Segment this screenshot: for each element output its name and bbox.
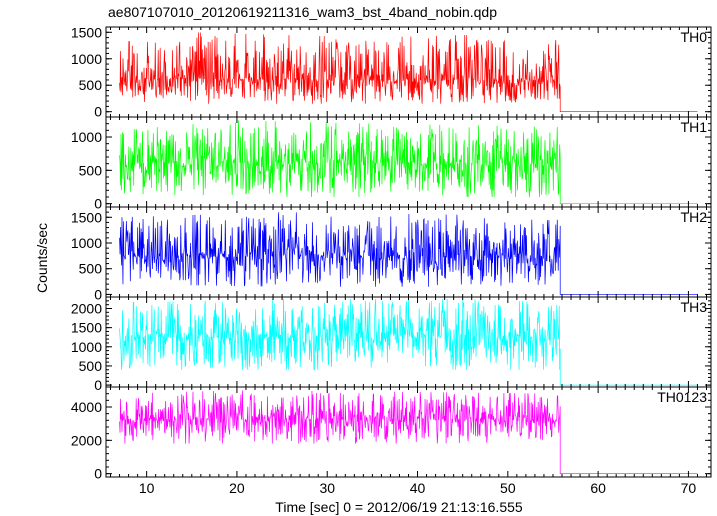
x-tick-label: 30	[319, 480, 335, 496]
panel-th0: 0 500 1000 1500 TH0	[71, 24, 712, 120]
x-tick-label: 50	[500, 480, 516, 496]
series-label-th0123: TH0123	[657, 389, 707, 405]
x-tick-label: 40	[410, 480, 426, 496]
chart-title: ae807107010_20120619211316_wam3_bst_4ban…	[108, 4, 497, 20]
y-tick-label: 500	[79, 77, 103, 93]
y-tick-label: 500	[79, 162, 103, 178]
series-line-th1	[119, 120, 698, 205]
y-axis-label: Counts/sec	[34, 223, 50, 293]
series-label-th1: TH1	[681, 119, 708, 135]
x-axis: 10 20 30 40 50 60 70	[139, 480, 697, 496]
y-tick-label: 0	[94, 466, 102, 482]
panel-th1: 0 500 1000 TH1	[71, 116, 712, 212]
x-tick-label: 20	[229, 480, 245, 496]
x-tick-label: 60	[590, 480, 606, 496]
x-tick-label: 70	[681, 480, 697, 496]
series-line-th2	[119, 212, 698, 295]
y-tick-label: 1500	[71, 24, 102, 40]
y-tick-label: 4000	[71, 399, 102, 415]
series-line-th3	[119, 298, 698, 386]
series-label-th2: TH2	[681, 209, 708, 225]
y-tick-label: 2000	[71, 300, 102, 316]
panel-th2: 0 500 1000 1500 TH2	[71, 206, 712, 302]
panel-th0123: 0 2000 4000 TH0123	[71, 386, 712, 482]
y-tick-label: 1000	[71, 339, 102, 355]
y-tick-label: 0	[94, 286, 102, 302]
y-tick-label: 1500	[71, 209, 102, 225]
y-tick-label: 0	[94, 377, 102, 393]
y-tick-label: 0	[94, 196, 102, 212]
x-tick-label: 10	[139, 480, 155, 496]
x-axis-label: Time [sec] 0 = 2012/06/19 21:13:16.555	[275, 499, 523, 515]
y-tick-label: 1000	[71, 129, 102, 145]
y-tick-label: 0	[94, 104, 102, 120]
series-label-th0: TH0	[681, 29, 708, 45]
panels-group: 0 500 1000 1500 TH0 0 500 1000 TH1 0 500 1000 1500 TH…	[71, 24, 712, 482]
y-tick-label: 1000	[71, 235, 102, 251]
y-tick-label: 1000	[71, 51, 102, 67]
y-tick-label: 500	[79, 261, 103, 277]
panel-th3: 0 500 1000 1500 2000 TH3	[71, 296, 712, 393]
series-line-th0	[119, 32, 698, 113]
y-tick-label: 500	[79, 358, 103, 374]
series-line-th0123	[119, 390, 698, 475]
y-tick-label: 2000	[71, 432, 102, 448]
series-label-th3: TH3	[681, 299, 708, 315]
y-tick-label: 1500	[71, 320, 102, 336]
